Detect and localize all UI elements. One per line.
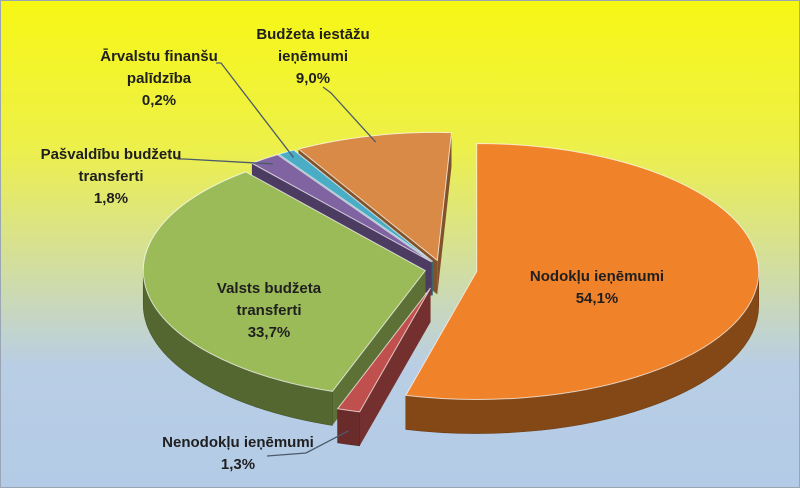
label-value-2: 33,7% — [248, 324, 291, 341]
label-name-2a: Valsts budžeta — [217, 280, 322, 297]
slice-wall-5-1 — [437, 132, 452, 295]
label-value-0: 54,1% — [576, 290, 619, 307]
leader-line-1 — [266, 430, 349, 457]
label-value-5: 9,0% — [296, 70, 330, 87]
label-name-1: Nenodokļu ieņēmumi — [162, 434, 314, 451]
leader-line-4 — [216, 62, 295, 158]
pie-slice-4 — [277, 149, 434, 262]
label-name-4a: Ārvalstu finanšu — [100, 48, 218, 65]
leader-line-5 — [322, 86, 377, 143]
pie-slice-2 — [142, 171, 427, 392]
label-value-3: 1,8% — [94, 190, 128, 207]
pie-slice-5 — [297, 131, 453, 262]
label-value-4: 0,2% — [142, 92, 176, 109]
label-value-1: 1,3% — [221, 456, 255, 473]
label-name-5b: ieņēmumi — [278, 48, 348, 65]
label-name-5a: Budžeta iestāžu — [256, 26, 369, 43]
leader-line-3 — [177, 158, 273, 165]
label-name-2b: transferti — [236, 302, 301, 319]
label-name-3b: transferti — [78, 168, 143, 185]
label-name-4b: palīdzība — [127, 70, 192, 87]
label-name-0a: Nodokļu ieņēmumi — [530, 268, 664, 285]
label-name-3a: Pašvaldību budžetu — [41, 146, 182, 163]
slice-side-1-0 — [337, 408, 360, 447]
pie-slice-1 — [336, 287, 431, 413]
pie-slice-0 — [404, 143, 760, 401]
